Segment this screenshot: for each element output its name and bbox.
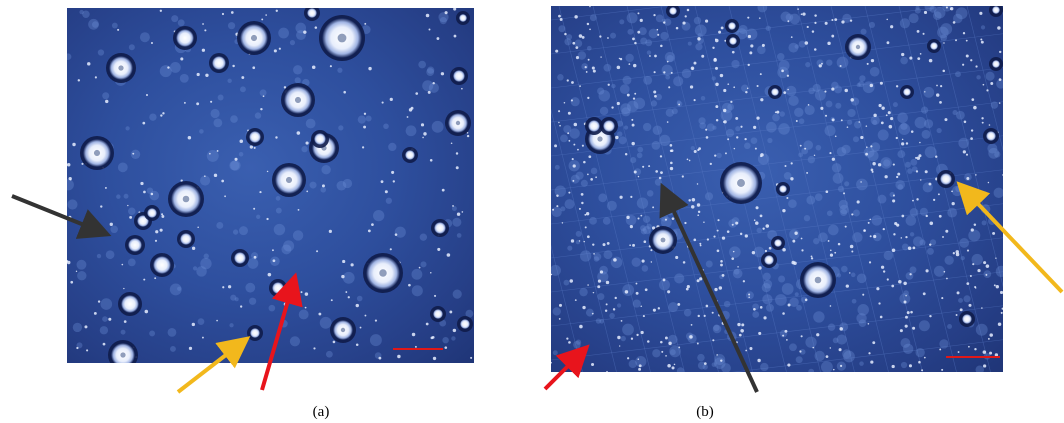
micrograph-panel-b xyxy=(551,6,1003,372)
micrograph-b-image xyxy=(551,6,1003,372)
micrograph-a-image xyxy=(67,8,474,363)
caption-a: (a) xyxy=(312,404,330,420)
micrograph-panel-a xyxy=(67,8,474,363)
caption-b: (b) xyxy=(696,404,714,420)
